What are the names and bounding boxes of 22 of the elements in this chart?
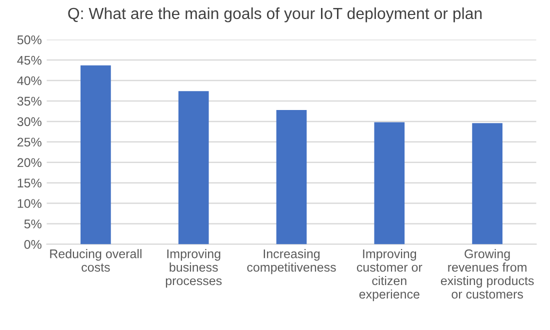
y-tick-label: 45% (17, 56, 42, 65)
y-tick-label: 5% (24, 220, 42, 228)
bar (276, 110, 307, 244)
x-tick-label: Improving business processes (166, 249, 222, 288)
y-tick-label: 15% (18, 178, 42, 188)
y-tick-label: 25% (18, 138, 42, 147)
y-tick-label: 50% (17, 35, 42, 44)
chart-title: Q: What are the main goals of your IoT deployment or plan (68, 7, 482, 22)
y-tick-label: 35% (17, 96, 42, 106)
bar (80, 65, 111, 244)
x-tick-label: Growing revenues from existing products or customers (440, 249, 534, 299)
bar (178, 91, 209, 244)
y-tick-label: 20% (18, 158, 42, 168)
y-tick-label: 0% (24, 240, 42, 249)
x-tick-label: Increasing competitiveness (247, 249, 336, 274)
bar (472, 123, 502, 244)
y-tick-label: 10% (18, 199, 42, 208)
y-tick-label: 30% (17, 117, 42, 126)
bar (374, 122, 405, 244)
x-tick-label: Reducing overall costs (50, 249, 142, 272)
y-tick-label: 40% (17, 76, 42, 86)
x-tick-label: Improving customer or citizen experience (356, 249, 422, 302)
